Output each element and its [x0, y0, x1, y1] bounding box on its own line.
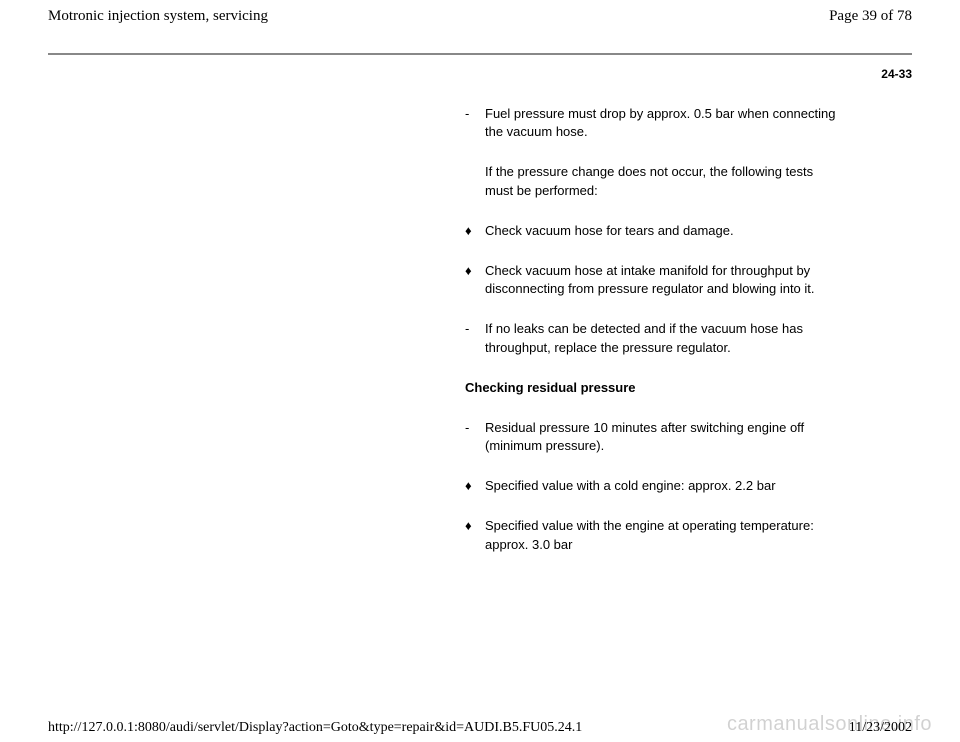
list-item-text: Residual pressure 10 minutes after switc… — [485, 419, 840, 455]
subheading: Checking residual pressure — [465, 379, 840, 397]
list-item: ♦ Check vacuum hose at intake manifold f… — [465, 262, 840, 298]
footer-date: 11/23/2002 — [849, 720, 912, 736]
bullet-none — [465, 163, 485, 199]
list-item-text: If no leaks can be detected and if the v… — [485, 320, 840, 356]
list-item: - Residual pressure 10 minutes after swi… — [465, 419, 840, 455]
list-item-text: Specified value with the engine at opera… — [485, 517, 840, 553]
bullet-diamond-icon: ♦ — [465, 477, 485, 495]
list-item: - If no leaks can be detected and if the… — [465, 320, 840, 356]
list-item-text: Fuel pressure must drop by approx. 0.5 b… — [485, 105, 840, 141]
footer-url: http://127.0.0.1:8080/audi/servlet/Displ… — [48, 720, 582, 736]
list-item: ♦ Specified value with the engine at ope… — [465, 517, 840, 553]
bullet-diamond-icon: ♦ — [465, 517, 485, 553]
list-item-text: Specified value with a cold engine: appr… — [485, 477, 840, 495]
list-item: If the pressure change does not occur, t… — [465, 163, 840, 199]
bullet-diamond-icon: ♦ — [465, 262, 485, 298]
page-header: Motronic injection system, servicing Pag… — [0, 0, 960, 33]
doc-title: Motronic injection system, servicing — [48, 8, 268, 25]
page-count: Page 39 of 78 — [829, 8, 912, 25]
content-area: - Fuel pressure must drop by approx. 0.5… — [465, 105, 840, 554]
bullet-dash: - — [465, 105, 485, 141]
bullet-diamond-icon: ♦ — [465, 222, 485, 240]
horizontal-rule — [48, 53, 912, 55]
bullet-dash: - — [465, 320, 485, 356]
page-footer: http://127.0.0.1:8080/audi/servlet/Displ… — [0, 714, 960, 742]
list-item: ♦ Specified value with a cold engine: ap… — [465, 477, 840, 495]
list-item: ♦ Check vacuum hose for tears and damage… — [465, 222, 840, 240]
list-item-text: Check vacuum hose at intake manifold for… — [485, 262, 840, 298]
list-item-text: Check vacuum hose for tears and damage. — [485, 222, 840, 240]
bullet-dash: - — [465, 419, 485, 455]
section-page-number: 24-33 — [0, 67, 912, 81]
list-item: - Fuel pressure must drop by approx. 0.5… — [465, 105, 840, 141]
list-item-text: If the pressure change does not occur, t… — [485, 163, 840, 199]
